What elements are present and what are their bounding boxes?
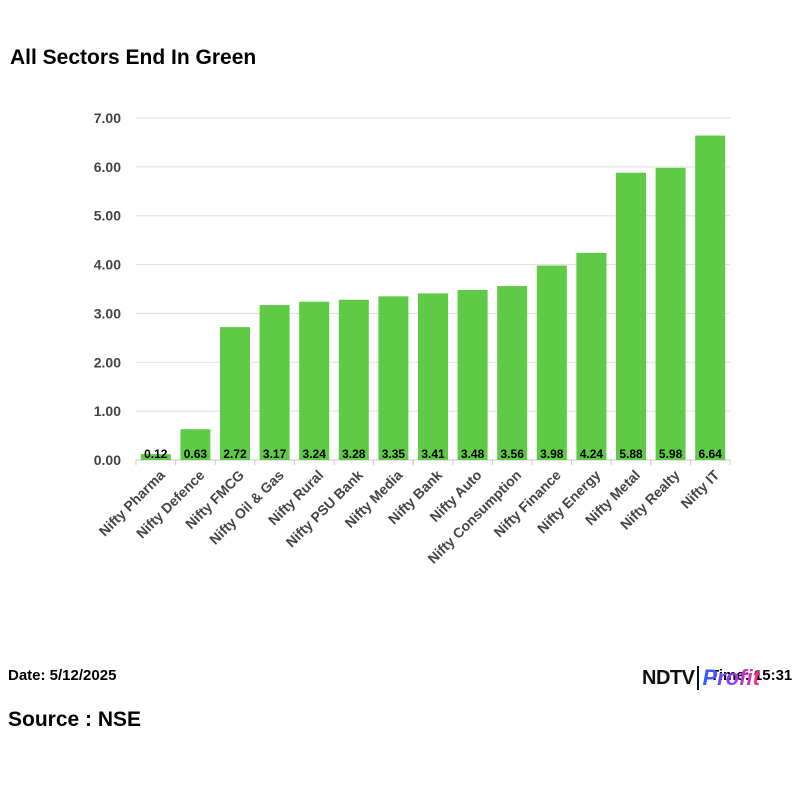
logo-profit-text: Profit xyxy=(702,665,760,690)
data-label: 0.12 xyxy=(144,447,168,461)
data-label: 3.35 xyxy=(382,447,406,461)
bar xyxy=(497,286,528,460)
data-label: 3.17 xyxy=(263,447,287,461)
bar xyxy=(536,265,567,460)
y-tick-label: 0.00 xyxy=(94,452,121,468)
ndtv-profit-logo: NDTV Profit xyxy=(642,664,760,692)
bar xyxy=(338,299,369,460)
bar xyxy=(140,454,171,460)
data-label: 3.98 xyxy=(540,447,564,461)
bar-chart: 0.00 1.00 2.00 3.00 4.00 5.00 6.00 7.00 0.12 Nift… xyxy=(94,110,731,567)
bar xyxy=(576,252,607,460)
bar xyxy=(616,172,646,460)
x-category-label: Nifty IT xyxy=(677,466,722,511)
time-label: Time: 15:31 xyxy=(710,667,793,684)
data-label: 5.98 xyxy=(659,447,683,461)
data-label: 4.24 xyxy=(580,447,604,461)
y-tick-label: 2.00 xyxy=(94,354,121,370)
bar xyxy=(220,327,250,460)
logo-divider xyxy=(697,666,700,690)
y-tick-label: 6.00 xyxy=(94,159,121,175)
bar xyxy=(457,289,488,460)
data-label: 3.48 xyxy=(461,447,485,461)
source-label: Source : NSE xyxy=(8,708,142,731)
date-label: Date: 5/12/2025 xyxy=(8,667,117,684)
data-label: 3.41 xyxy=(421,447,445,461)
y-tick-label: 4.00 xyxy=(94,257,121,273)
y-tick-label: 5.00 xyxy=(94,208,121,224)
bar xyxy=(259,305,290,460)
y-tick-label: 7.00 xyxy=(94,110,121,126)
y-tick-label: 3.00 xyxy=(94,305,121,321)
bar xyxy=(378,296,409,460)
bar xyxy=(180,429,211,460)
data-label: 3.28 xyxy=(342,447,366,461)
data-label: 3.56 xyxy=(501,447,525,461)
y-tick-label: 1.00 xyxy=(94,403,121,419)
bar xyxy=(418,293,448,460)
data-label: 2.72 xyxy=(223,447,247,461)
bar xyxy=(655,167,686,460)
logo-ndtv-text: NDTV xyxy=(642,666,695,689)
chart-title: All Sectors End In Green xyxy=(10,46,257,69)
data-label: 5.88 xyxy=(619,447,643,461)
data-label: 3.24 xyxy=(303,447,327,461)
bar xyxy=(299,301,330,460)
data-label: 0.63 xyxy=(184,447,208,461)
data-label: 6.64 xyxy=(699,447,723,461)
bar xyxy=(695,135,726,461)
x-category-label: Nifty Defence xyxy=(133,467,208,542)
